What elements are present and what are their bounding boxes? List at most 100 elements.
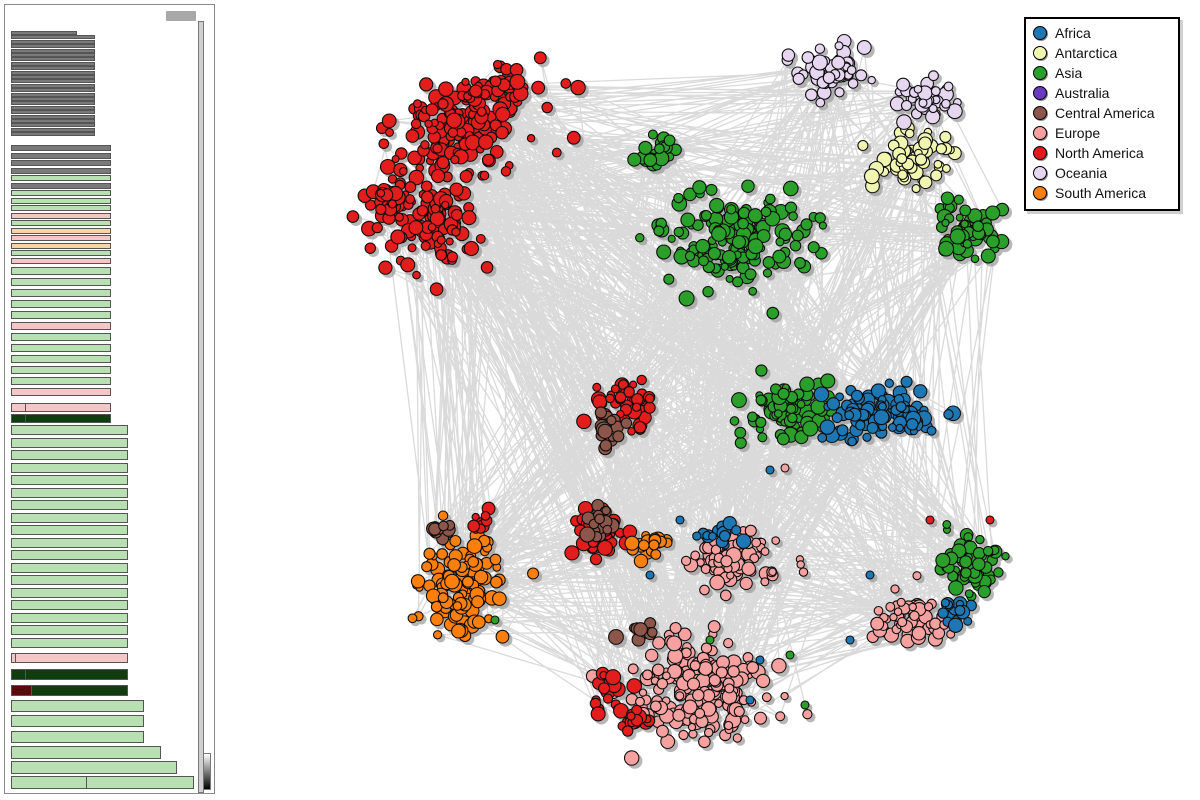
graph-node[interactable]: [877, 402, 887, 411]
graph-node[interactable]: [570, 79, 586, 96]
graph-node[interactable]: [633, 622, 648, 637]
graph-node[interactable]: [436, 235, 446, 245]
graph-node[interactable]: [814, 43, 826, 54]
graph-node[interactable]: [814, 212, 826, 224]
graph-node[interactable]: [492, 59, 503, 70]
graph-node[interactable]: [955, 213, 964, 222]
graph-node[interactable]: [900, 99, 913, 112]
graph-node[interactable]: [834, 41, 844, 51]
histogram-bar[interactable]: [11, 66, 95, 71]
graph-node[interactable]: [654, 143, 665, 155]
graph-node[interactable]: [490, 615, 500, 625]
graph-node[interactable]: [775, 711, 786, 722]
graph-node[interactable]: [937, 607, 949, 619]
graph-node[interactable]: [695, 238, 711, 254]
graph-node[interactable]: [446, 112, 463, 129]
graph-node[interactable]: [432, 143, 443, 154]
graph-node[interactable]: [500, 166, 512, 177]
graph-node[interactable]: [564, 545, 580, 561]
graph-node[interactable]: [732, 733, 743, 743]
graph-node[interactable]: [938, 240, 955, 257]
graph-node[interactable]: [644, 648, 659, 663]
graph-node[interactable]: [724, 683, 735, 694]
graph-node[interactable]: [715, 666, 728, 679]
graph-node[interactable]: [755, 364, 768, 377]
histogram-bar[interactable]: [11, 355, 111, 363]
graph-node[interactable]: [404, 181, 417, 194]
graph-node[interactable]: [646, 627, 658, 638]
graph-node[interactable]: [747, 411, 758, 423]
graph-node[interactable]: [897, 169, 908, 181]
graph-node[interactable]: [435, 249, 448, 261]
graph-node[interactable]: [438, 81, 454, 97]
graph-node[interactable]: [378, 260, 393, 275]
graph-node[interactable]: [707, 246, 721, 260]
histogram-bar[interactable]: [11, 746, 161, 759]
histogram-bar[interactable]: [11, 182, 111, 189]
graph-node[interactable]: [480, 511, 491, 521]
graph-node[interactable]: [436, 156, 450, 170]
graph-node[interactable]: [531, 80, 546, 95]
graph-node[interactable]: [421, 561, 433, 573]
histogram-bar[interactable]: [11, 612, 128, 623]
histogram-bar[interactable]: [11, 75, 95, 79]
graph-node[interactable]: [959, 204, 972, 217]
histogram-bar[interactable]: [11, 414, 111, 423]
graph-node[interactable]: [731, 525, 742, 536]
graph-node[interactable]: [489, 75, 502, 88]
graph-node[interactable]: [820, 373, 836, 389]
graph-node[interactable]: [711, 226, 727, 242]
graph-node[interactable]: [939, 130, 952, 143]
graph-node[interactable]: [467, 519, 481, 533]
graph-node[interactable]: [425, 103, 439, 117]
graph-node[interactable]: [940, 598, 950, 608]
graph-node[interactable]: [447, 558, 461, 572]
graph-node[interactable]: [408, 169, 425, 186]
graph-node[interactable]: [731, 392, 747, 409]
graph-node[interactable]: [796, 560, 805, 569]
graph-node[interactable]: [780, 691, 789, 701]
graph-node[interactable]: [818, 221, 828, 230]
graph-node[interactable]: [789, 239, 802, 252]
graph-node[interactable]: [610, 384, 620, 394]
graph-node[interactable]: [394, 212, 404, 222]
histogram-bar[interactable]: [11, 79, 95, 84]
histogram-bar[interactable]: [11, 44, 95, 49]
graph-node[interactable]: [896, 77, 911, 92]
graph-node[interactable]: [481, 153, 495, 167]
graph-node[interactable]: [416, 204, 429, 217]
graph-node[interactable]: [734, 436, 747, 449]
graph-node[interactable]: [446, 251, 459, 263]
graph-node[interactable]: [638, 140, 653, 155]
histogram-bar[interactable]: [11, 653, 128, 663]
graph-node[interactable]: [479, 170, 490, 181]
graph-node[interactable]: [687, 722, 697, 732]
graph-node[interactable]: [896, 153, 908, 165]
graph-node[interactable]: [720, 262, 729, 271]
graph-node[interactable]: [895, 401, 907, 413]
graph-node[interactable]: [391, 155, 400, 164]
histogram-bar[interactable]: [11, 197, 111, 204]
graph-node[interactable]: [379, 158, 396, 175]
histogram-bar[interactable]: [11, 587, 128, 598]
graph-node[interactable]: [597, 539, 613, 556]
histogram-bar[interactable]: [11, 322, 111, 330]
graph-node[interactable]: [410, 118, 422, 130]
histogram-bar[interactable]: [11, 123, 95, 128]
graph-node[interactable]: [782, 180, 799, 197]
graph-node[interactable]: [407, 243, 417, 253]
graph-node[interactable]: [731, 235, 747, 250]
graph-node[interactable]: [527, 567, 540, 580]
graph-node[interactable]: [913, 84, 923, 94]
graph-node[interactable]: [656, 724, 669, 738]
graph-node[interactable]: [405, 129, 420, 143]
graph-node[interactable]: [480, 261, 494, 274]
graph-node[interactable]: [633, 420, 647, 434]
histogram-bar[interactable]: [11, 97, 95, 101]
histogram-bar[interactable]: [11, 625, 128, 635]
graph-node[interactable]: [792, 72, 805, 85]
graph-node[interactable]: [993, 567, 1004, 578]
graph-node[interactable]: [895, 423, 904, 433]
graph-node[interactable]: [948, 580, 964, 596]
graph-node[interactable]: [708, 531, 717, 541]
